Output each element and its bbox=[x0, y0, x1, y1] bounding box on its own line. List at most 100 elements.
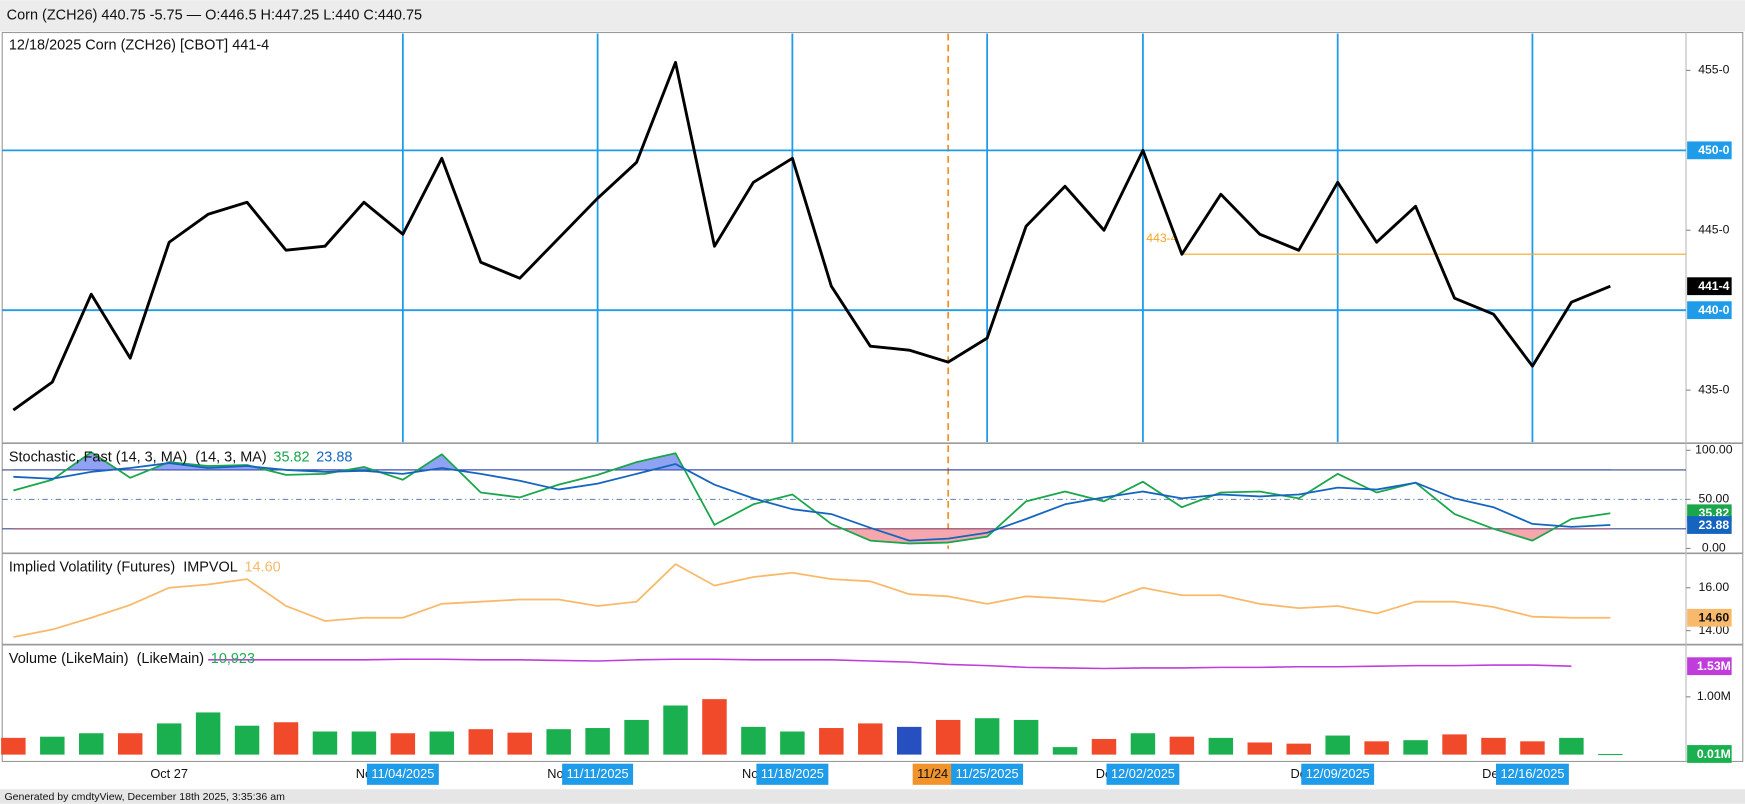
y-tick-label: 100.00 bbox=[1695, 443, 1733, 457]
volume-bar bbox=[1013, 719, 1039, 755]
volume-bar bbox=[234, 725, 260, 755]
volume-bar bbox=[195, 712, 221, 755]
last-volume-label-bg bbox=[1687, 745, 1732, 763]
chart-frame bbox=[1, 31, 1744, 763]
price-level-label: 440-0 bbox=[1698, 303, 1729, 317]
date-marker-bg bbox=[1496, 763, 1569, 785]
volume-bar bbox=[546, 729, 571, 755]
volume-bar bbox=[1, 737, 26, 755]
date-marker: 11/04/2025 bbox=[366, 763, 439, 785]
volume-bar bbox=[1208, 737, 1234, 755]
indicator-line bbox=[13, 462, 1611, 542]
volume-bar bbox=[117, 733, 143, 755]
date-marker-bg bbox=[562, 763, 634, 785]
volume-bar bbox=[624, 719, 649, 755]
legend-value: 10,923 bbox=[211, 651, 255, 667]
legend-value: 23.88 bbox=[316, 449, 352, 465]
volume-bar bbox=[1403, 740, 1428, 755]
x-tick-label: Oct 27 bbox=[150, 766, 188, 781]
date-marker-label: 11/11/2025 bbox=[567, 766, 629, 781]
indicator-line bbox=[13, 451, 1611, 545]
date-marker: 11/18/2025 bbox=[756, 763, 829, 785]
volume-ma-line bbox=[208, 658, 1572, 670]
date-marker-label: 11/24 bbox=[917, 766, 948, 781]
volume-bar bbox=[1559, 737, 1584, 755]
date-marker-bg bbox=[1301, 763, 1375, 785]
last-value-label: 14.60 bbox=[1699, 611, 1730, 625]
volume-bar bbox=[273, 722, 299, 755]
last-value-label-bg bbox=[1687, 516, 1732, 534]
panel-title: Volume (LikeMain) (LikeMain) bbox=[9, 651, 204, 667]
ma-value-label-bg bbox=[1687, 657, 1732, 676]
price-level-label: 450-0 bbox=[1698, 143, 1729, 157]
date-marker-label: 11/25/2025 bbox=[956, 766, 1019, 781]
y-tick-label: 455-0 bbox=[1698, 63, 1729, 77]
volume-bar bbox=[1481, 737, 1506, 755]
volume-bar bbox=[663, 705, 688, 755]
date-marker: 12/09/2025 bbox=[1301, 763, 1375, 785]
volume-bar bbox=[40, 736, 65, 755]
volume-bar bbox=[1091, 739, 1117, 755]
date-marker: 12/16/2025 bbox=[1496, 763, 1569, 785]
header-quote: Corn (ZCH26) 440.75 -5.75 — O:446.5 H:44… bbox=[7, 8, 422, 24]
date-marker-label: 11/04/2025 bbox=[371, 766, 434, 781]
date-marker: 11/25/2025 bbox=[951, 763, 1024, 785]
y-tick-label: 16.00 bbox=[1699, 580, 1730, 594]
last-value-label-bg bbox=[1687, 608, 1732, 627]
last-value-label: 23.88 bbox=[1699, 518, 1730, 532]
volume-bar bbox=[585, 728, 610, 755]
volume-bar bbox=[1520, 741, 1545, 755]
indicator-line bbox=[13, 563, 1611, 638]
y-tick-label: 445-0 bbox=[1698, 222, 1729, 236]
date-marker-bg bbox=[366, 763, 439, 785]
date-marker: 11/24 bbox=[912, 763, 953, 785]
panel-title: Implied Volatility (Futures) IMPVOL bbox=[9, 560, 238, 576]
volume-bar bbox=[1598, 753, 1623, 756]
date-marker: 12/02/2025 bbox=[1106, 763, 1180, 785]
volume-bar bbox=[468, 729, 494, 755]
last-volume-label: 0.01M bbox=[1697, 747, 1731, 761]
volume-bar bbox=[935, 719, 961, 755]
volume-bar bbox=[507, 732, 532, 755]
volume-bar bbox=[1286, 743, 1311, 755]
volume-bar bbox=[390, 733, 416, 755]
volume-bar bbox=[974, 718, 1000, 755]
y-tick-label: 0.00 bbox=[1702, 541, 1726, 555]
price-level-label-bg bbox=[1687, 141, 1732, 160]
footer-bar bbox=[0, 789, 1745, 804]
volume-bar bbox=[1364, 741, 1389, 755]
volume-bar bbox=[896, 726, 922, 755]
volume-bar bbox=[1169, 736, 1195, 755]
legend-value: 35.82 bbox=[273, 449, 309, 465]
footer-text: Generated by cmdtyView, December 18th 20… bbox=[4, 791, 285, 803]
y-tick-label: 1.00M bbox=[1697, 689, 1731, 703]
volume-bar bbox=[79, 733, 104, 755]
legend-value: 14.60 bbox=[245, 560, 281, 576]
last-price-label-bg bbox=[1687, 277, 1732, 296]
volume-bar bbox=[1247, 742, 1273, 755]
price-line bbox=[12, 60, 1611, 412]
volume-bar bbox=[429, 731, 455, 755]
volume-bar bbox=[858, 723, 883, 755]
panel-title: 12/18/2025 Corn (ZCH26) [CBOT] 441-4 bbox=[9, 38, 269, 54]
header-bar bbox=[0, 0, 1745, 32]
volume-bar bbox=[1325, 735, 1350, 755]
date-marker-bg bbox=[912, 763, 953, 785]
date-marker-bg bbox=[756, 763, 829, 785]
date-marker-bg bbox=[1106, 763, 1180, 785]
date-marker-label: 11/18/2025 bbox=[761, 766, 824, 781]
y-tick-label: 435-0 bbox=[1698, 382, 1729, 396]
alert-label: 443-4 bbox=[1146, 231, 1177, 245]
date-marker-label: 12/16/2025 bbox=[1500, 766, 1564, 781]
date-marker: 11/11/2025 bbox=[562, 763, 634, 785]
volume-bar bbox=[819, 728, 844, 755]
y-tick-label: 50.00 bbox=[1699, 492, 1730, 506]
ma-value-label: 1.53M bbox=[1697, 659, 1731, 673]
panel-title: Stochastic, Fast (14, 3, MA) (14, 3, MA) bbox=[9, 449, 267, 465]
date-marker-label: 12/09/2025 bbox=[1306, 766, 1370, 781]
volume-bar bbox=[702, 699, 727, 755]
volume-bar bbox=[312, 731, 338, 755]
date-marker-bg bbox=[951, 763, 1024, 785]
volume-bar bbox=[1442, 734, 1467, 755]
